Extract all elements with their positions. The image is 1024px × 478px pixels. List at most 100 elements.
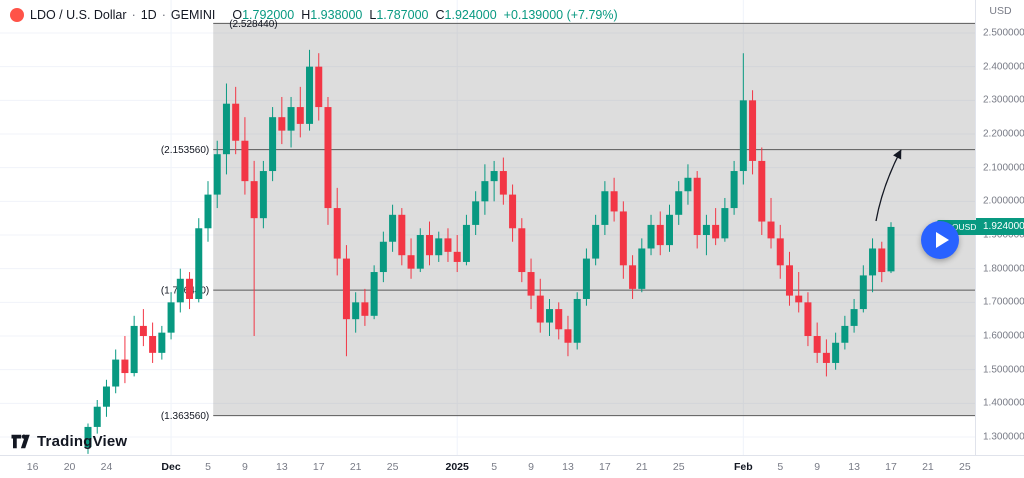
candle-body [776, 238, 784, 266]
candle-body [592, 224, 600, 259]
time-axis-tick: 2025 [445, 461, 469, 473]
candle-body [426, 235, 434, 256]
candle-body [333, 208, 341, 259]
candle-body [656, 224, 664, 246]
time-axis-tick: 16 [26, 461, 39, 473]
candle-body [462, 224, 470, 262]
currency-label[interactable]: USD [989, 5, 1012, 17]
candle-body [121, 359, 129, 374]
price-axis-label: 1.300000 [983, 431, 1024, 443]
time-axis-tick: Dec [161, 461, 181, 473]
level-label: (1.736440) [161, 286, 209, 297]
candle-body [822, 352, 830, 363]
candle-body [195, 228, 203, 299]
candle-body [546, 309, 553, 323]
low-label: L [369, 8, 377, 22]
level-label: (2.528440) [229, 19, 277, 30]
time-axis-tick: 13 [562, 461, 574, 473]
price-axis-label: 2.000000 [983, 195, 1024, 207]
time-axis-tick: 25 [959, 461, 971, 473]
tradingview-logo[interactable]: TradingView [10, 431, 127, 452]
trend-arrow[interactable] [875, 149, 902, 222]
candle-body [250, 181, 258, 219]
time-axis-tick: 17 [885, 461, 897, 473]
time-axis-tick: 20 [63, 461, 76, 473]
candle-body [176, 278, 184, 303]
candle-body [398, 214, 406, 256]
level-label: (1.363560) [161, 411, 209, 422]
open-label: O [232, 8, 243, 22]
time-axis-tick: 17 [599, 461, 611, 473]
candle-body [841, 325, 849, 343]
candle-body [647, 224, 655, 249]
candle-body [795, 295, 803, 303]
candle-body [832, 342, 840, 363]
candle-body [149, 336, 157, 353]
price-axis-label: 1.500000 [983, 364, 1024, 376]
candle-body [638, 248, 646, 289]
candle-body [361, 302, 369, 316]
interval-button[interactable]: 1D [140, 8, 157, 22]
candle-body [702, 224, 710, 236]
candle-body [684, 177, 692, 192]
candle-body [287, 107, 295, 131]
candle-body [379, 241, 387, 273]
high-value: 1.938000 [310, 8, 363, 22]
time-axis-tick: 9 [241, 461, 248, 473]
candle-body [186, 278, 194, 299]
candle-body [130, 325, 138, 374]
time-axis-tick: 25 [672, 461, 685, 473]
candle-body [601, 191, 609, 225]
candles [84, 49, 895, 454]
candle-body [850, 309, 858, 326]
price-axis-label: 2.300000 [983, 94, 1024, 106]
candle-body [536, 295, 544, 323]
price-axis[interactable]: USD 2.500000 2.400000 2.300000 2.200000 2.10… [975, 0, 1024, 455]
tradingview-mark-icon [11, 434, 30, 449]
candle-body [407, 255, 415, 269]
replay-play-button[interactable] [921, 221, 959, 259]
candle-body [518, 228, 526, 273]
candle-body [730, 171, 738, 209]
separator-dot: · [161, 8, 166, 22]
candle-body [158, 332, 166, 353]
candle-body [112, 359, 120, 387]
time-axis-tick: 13 [848, 461, 860, 473]
exchange-button[interactable]: GEMINI [170, 8, 216, 22]
price-axis-label: 1.900000 [983, 229, 1024, 241]
candle-body [416, 235, 424, 269]
candle-body [712, 224, 720, 239]
candle-body [490, 171, 498, 182]
candle-body [785, 265, 793, 296]
candle-body [878, 248, 886, 273]
candle-body [389, 214, 397, 242]
high-label: H [301, 8, 311, 22]
chart-header: LDO / U.S. Dollar · 1D · GEMINI O 1.79200… [10, 8, 618, 22]
candle-body [222, 103, 230, 155]
candle-body [675, 191, 683, 215]
price-axis-label: 1.800000 [983, 263, 1024, 275]
open-value: 1.792000 [242, 8, 295, 22]
candle-body [342, 258, 350, 320]
time-axis-tick: Feb [733, 461, 753, 473]
candle-body [324, 107, 332, 209]
candle-body [213, 154, 221, 195]
candle-body [306, 66, 314, 124]
candle-body [555, 309, 563, 330]
time-axis-tick: 13 [275, 461, 288, 473]
candle-body [241, 140, 249, 182]
price-axis-label: 2.100000 [983, 162, 1024, 174]
candle-body [139, 325, 147, 337]
time-axis[interactable]: 16 20 24 Dec 5 9 13 17 21 25 2025 5 9 13 17 21 25 Feb 5 9 13… [0, 455, 1024, 478]
candle-body [499, 171, 507, 195]
candle-body [278, 117, 286, 131]
level-label: (2.153560) [161, 145, 209, 156]
time-axis-tick: 24 [100, 461, 113, 473]
candle-body [444, 238, 452, 252]
candle-body [573, 298, 581, 343]
price-axis-label: 2.500000 [983, 27, 1024, 39]
time-axis-tick: 5 [777, 461, 784, 473]
candle-body [509, 194, 517, 229]
symbol-button[interactable]: LDO / U.S. Dollar [30, 8, 127, 22]
